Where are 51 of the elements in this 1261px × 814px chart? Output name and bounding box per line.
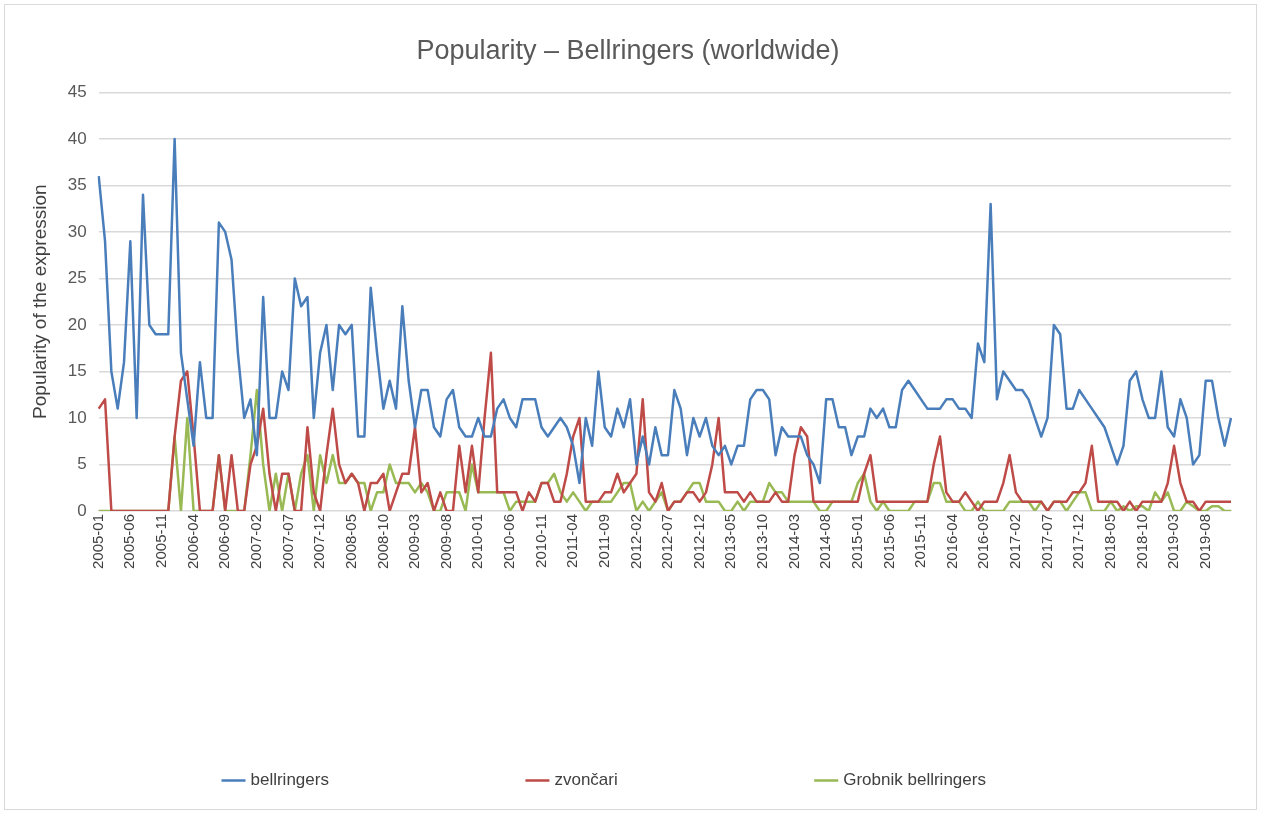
x-tick-label: 2005-06	[120, 513, 138, 570]
x-tick-label: 2010-01	[468, 513, 486, 570]
x-tick-label: 2009-03	[405, 513, 423, 570]
x-tick-label: 2008-10	[373, 513, 391, 570]
x-tick-label: 2011-04	[563, 513, 581, 568]
x-tick-label: 2016-04	[942, 513, 960, 570]
y-tick-label: 10	[67, 407, 87, 427]
y-axis-title: Popularity of the expression	[28, 184, 50, 419]
x-tick-label: 2015-11	[911, 513, 929, 568]
y-tick-label: 30	[67, 221, 87, 241]
x-tick-label: 2008-05	[341, 513, 359, 570]
x-tick-label: 2010-11	[531, 513, 549, 568]
x-tick-label: 2013-05	[721, 513, 739, 570]
x-tick-label: 2017-07	[1037, 513, 1055, 570]
x-tick-label: 2018-05	[1100, 513, 1118, 570]
x-tick-label: 2014-03	[784, 513, 802, 570]
legend-label: zvončari	[554, 770, 618, 790]
x-tick-label: 2019-03	[1164, 513, 1182, 570]
x-tick-label: 2005-11	[152, 513, 170, 568]
x-tick-label: 2014-08	[816, 513, 834, 570]
y-tick-label: 0	[77, 500, 87, 520]
x-tick-label: 2009-08	[436, 513, 454, 570]
y-tick-label: 5	[77, 454, 87, 474]
x-tick-label: 2015-06	[879, 513, 897, 570]
y-tick-label: 15	[67, 361, 87, 381]
chart-title: Popularity – Bellringers (worldwide)	[416, 34, 840, 65]
x-tick-label: 2006-09	[215, 513, 233, 570]
y-tick-label: 45	[67, 82, 87, 102]
x-tick-label: 2011-09	[594, 513, 612, 568]
legend-label: Grobnik bellringers	[843, 770, 986, 790]
x-tick-label: 2005-01	[88, 513, 106, 570]
x-tick-label: 2018-10	[1132, 513, 1150, 570]
legend-label: bellringers	[250, 770, 329, 790]
x-tick-label: 2016-09	[974, 513, 992, 570]
x-tick-label: 2013-10	[753, 513, 771, 570]
x-tick-label: 2019-08	[1195, 513, 1213, 570]
y-tick-label: 40	[67, 128, 87, 148]
x-tick-label: 2007-12	[310, 513, 328, 570]
x-tick-label: 2012-07	[658, 513, 676, 570]
y-tick-label: 20	[67, 314, 87, 334]
x-tick-label: 2010-06	[500, 513, 518, 570]
y-tick-label: 35	[67, 175, 87, 195]
y-tick-label: 25	[67, 268, 87, 288]
x-tick-label: 2007-02	[246, 513, 264, 570]
x-tick-label: 2012-02	[626, 513, 644, 570]
x-tick-label: 2007-07	[278, 513, 296, 570]
x-tick-label: 2006-04	[183, 513, 201, 570]
x-tick-label: 2017-02	[1006, 513, 1024, 570]
x-tick-label: 2017-12	[1069, 513, 1087, 570]
x-tick-label: 2012-12	[689, 513, 707, 570]
x-tick-label: 2015-01	[847, 513, 865, 570]
